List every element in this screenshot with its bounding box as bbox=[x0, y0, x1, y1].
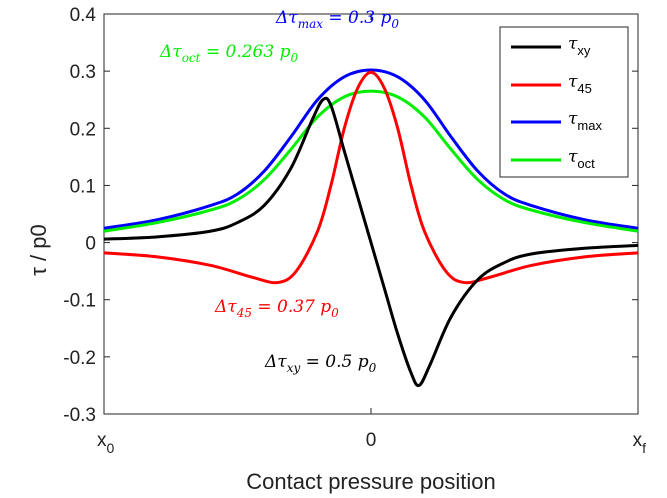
series-line-oct bbox=[103, 89, 639, 233]
annotation-tau-45-psub: 0 bbox=[331, 306, 339, 320]
annotation-tau-oct-prefix: Δτ bbox=[159, 42, 182, 62]
x-axis-ticks: x0 0 xf bbox=[97, 14, 646, 456]
annotation-tau-45-suffix: = 0.37 p bbox=[252, 297, 331, 317]
x-axis-label: Contact pressure position bbox=[246, 469, 495, 494]
annotation-tau-xy: Δτxy = 0.5 p0 bbox=[264, 352, 377, 375]
annotation-tau-45: Δτ45 = 0.37 p0 bbox=[214, 297, 339, 320]
annotation-tau-max-psub: 0 bbox=[391, 17, 399, 31]
x-tick-label: 0 bbox=[366, 430, 377, 451]
legend-label-tau-max: τmax bbox=[568, 109, 602, 133]
annotation-tau-oct-suffix: = 0.263 p bbox=[200, 42, 290, 62]
annotation-tau-max-sub: max bbox=[298, 17, 324, 31]
annotation-tau-oct: Δτoct = 0.263 p0 bbox=[159, 42, 298, 65]
y-tick-label: 0.2 bbox=[70, 119, 96, 140]
y-axis-ticks: -0.3 -0.2 -0.1 0 0.1 0.2 0.3 0.4 bbox=[63, 5, 638, 426]
legend-item-tau-max: τmax bbox=[511, 109, 602, 133]
annotation-tau-xy-sub: xy bbox=[287, 361, 301, 375]
legend: τxy τ45 τmax τoct bbox=[499, 26, 629, 178]
x-tick-label: x0 bbox=[97, 430, 115, 456]
annotation-tau-max-suffix: = 0.3 p bbox=[323, 8, 391, 28]
series-line-xy bbox=[103, 96, 639, 388]
annotation-tau-xy-prefix: Δτ bbox=[264, 352, 287, 372]
legend-item-tau-45: τ45 bbox=[511, 72, 592, 96]
series-line-max bbox=[103, 68, 639, 230]
annotation-tau-45-sub: 45 bbox=[236, 306, 252, 320]
y-tick-label: 0 bbox=[85, 234, 96, 255]
legend-box bbox=[499, 26, 629, 178]
annotation-tau-max: Δτmax = 0.3 p0 bbox=[275, 8, 399, 31]
legend-label-tau-xy: τxy bbox=[568, 34, 591, 58]
y-tick-label: -0.3 bbox=[63, 405, 96, 426]
y-tick-label: 0.1 bbox=[70, 176, 96, 197]
annotation-tau-xy-psub: 0 bbox=[369, 361, 377, 375]
legend-label-tau-oct: τoct bbox=[568, 147, 595, 171]
legend-item-tau-oct: τoct bbox=[511, 147, 595, 171]
y-tick-label: 0.3 bbox=[70, 62, 96, 83]
annotation-tau-oct-psub: 0 bbox=[290, 51, 298, 65]
annotation-tau-xy-suffix: = 0.5 p bbox=[300, 352, 368, 372]
y-tick-label: 0.4 bbox=[70, 5, 97, 26]
y-tick-label: -0.1 bbox=[63, 291, 96, 312]
y-axis-label-text: τ / p0 bbox=[26, 224, 51, 276]
legend-item-tau-xy: τxy bbox=[511, 34, 591, 58]
y-axis-label: τ / p0 bbox=[26, 224, 51, 276]
annotation-tau-45-prefix: Δτ bbox=[214, 297, 237, 317]
series-layer bbox=[103, 68, 639, 388]
x-tick-label: xf bbox=[633, 430, 647, 456]
legend-label-tau-45: τ45 bbox=[568, 72, 592, 96]
y-tick-label: -0.2 bbox=[63, 348, 96, 369]
annotation-tau-oct-sub: oct bbox=[182, 51, 201, 65]
annotation-tau-max-prefix: Δτ bbox=[275, 8, 298, 28]
series-line-45 bbox=[103, 70, 639, 285]
